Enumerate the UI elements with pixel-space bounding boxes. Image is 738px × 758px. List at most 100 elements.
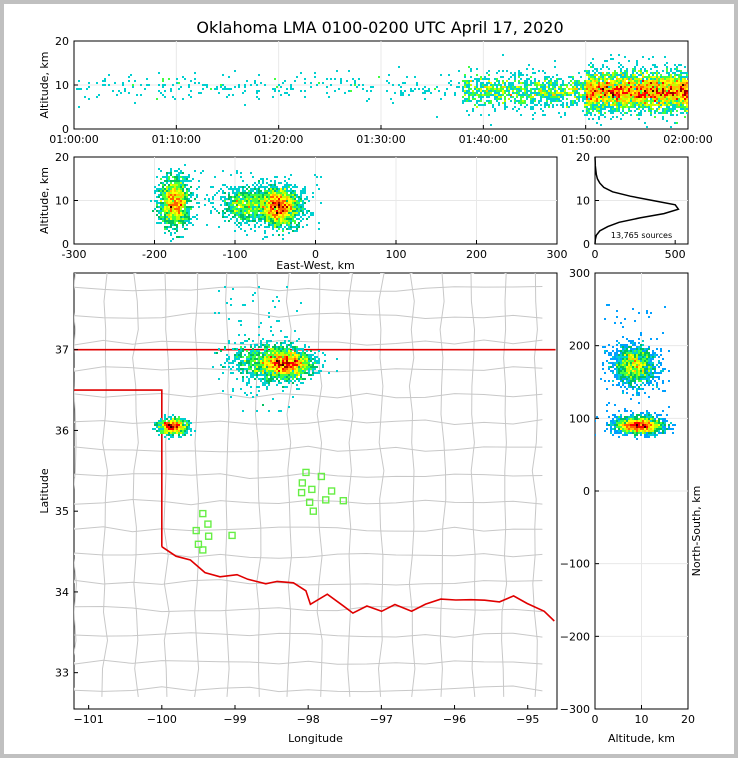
ns-sources-cell xyxy=(630,374,632,376)
ew-sources-cell xyxy=(244,216,246,218)
ew-sources-cell xyxy=(174,210,176,212)
time-sources-cell xyxy=(574,102,576,104)
map-sources-cell xyxy=(280,410,282,412)
time-sources-cell xyxy=(672,102,674,104)
ns-sources-cell xyxy=(610,362,612,364)
time-sources-cell xyxy=(466,92,468,94)
time-sources-cell xyxy=(542,94,544,96)
time-sources-cell xyxy=(386,80,388,82)
time-sources-cell xyxy=(656,92,658,94)
ew-sources-cell xyxy=(242,186,244,188)
time-sources-cell xyxy=(626,78,628,80)
ew-sources-cell xyxy=(266,178,268,180)
ew-sources-cell xyxy=(280,210,282,212)
ew-sources-cell xyxy=(234,198,236,200)
time-sources-cell xyxy=(644,104,646,106)
ew-sources-cell xyxy=(268,188,270,190)
ew-sources-cell xyxy=(274,200,276,202)
map-sources-cell xyxy=(284,362,286,364)
map-sources-cell xyxy=(172,436,174,438)
ew-sources-cell xyxy=(262,202,264,204)
ew-sources-cell xyxy=(280,190,282,192)
time-sources-cell xyxy=(510,76,512,78)
map-sources-cell xyxy=(182,420,184,422)
time-sources-cell xyxy=(592,76,594,78)
map-sources-cell xyxy=(286,286,288,288)
time-sources-cell xyxy=(462,80,464,82)
time-sources-cell xyxy=(650,98,652,100)
ew-sources-cell xyxy=(240,192,242,194)
time-sources-cell xyxy=(504,82,506,84)
ew-sources-cell xyxy=(156,200,158,202)
time-sources-cell xyxy=(662,80,664,82)
time-sources-cell xyxy=(566,94,568,96)
ew-sources-cell xyxy=(312,212,314,214)
time-sources-cell xyxy=(672,114,674,116)
time-sources-cell xyxy=(674,64,676,66)
map-sources-cell xyxy=(280,356,282,358)
time-sources-cell xyxy=(622,104,624,106)
ew-sources-cell xyxy=(184,196,186,198)
ns-sources-cell xyxy=(642,368,644,370)
time-sources-cell xyxy=(544,94,546,96)
time-sources-cell xyxy=(646,76,648,78)
time-sources-cell xyxy=(612,98,614,100)
map-sources-cell xyxy=(250,352,252,354)
ns-sources-cell xyxy=(656,384,658,386)
time-sources-cell xyxy=(554,80,556,82)
map-sources-cell xyxy=(180,436,182,438)
ew-sources-cell xyxy=(258,220,260,222)
ns-sources-cell xyxy=(664,368,666,370)
ew-sources-cell xyxy=(252,196,254,198)
ns-sources-cell xyxy=(616,384,618,386)
map-sources-cell xyxy=(248,352,250,354)
time-sources-cell xyxy=(566,86,568,88)
map-sources-cell xyxy=(306,366,308,368)
map-sources-cell xyxy=(284,386,286,388)
ew-sources-cell xyxy=(232,208,234,210)
time-sources-cell xyxy=(492,106,494,108)
ns-sources-cell xyxy=(636,392,638,394)
time-sources-cell xyxy=(670,78,672,80)
time-sources-cell xyxy=(650,78,652,80)
ns-sources-cell xyxy=(632,358,634,360)
time-sources-cell xyxy=(506,94,508,96)
ew-sources-cell xyxy=(242,202,244,204)
map-sources-cell xyxy=(266,346,268,348)
time-sources-cell xyxy=(678,106,680,108)
ns-sources-cell xyxy=(640,352,642,354)
time-sources-cell xyxy=(542,110,544,112)
time-sources-cell xyxy=(554,86,556,88)
time-sources-cell xyxy=(658,84,660,86)
map-sources-cell xyxy=(274,374,276,376)
ew-sources-cell xyxy=(278,188,280,190)
ew-sources-cell xyxy=(156,222,158,224)
ew-sources-cell xyxy=(294,184,296,186)
map-sources-cell xyxy=(306,350,308,352)
time-sources-cell xyxy=(224,86,226,88)
map-sources-cell xyxy=(238,350,240,352)
ns-sources-cell xyxy=(634,428,636,430)
time-sources-cell xyxy=(658,112,660,114)
ew-sources-cell xyxy=(238,200,240,202)
time-sources-cell xyxy=(604,100,606,102)
ns-sources-cell xyxy=(638,360,640,362)
map-sources-cell xyxy=(308,356,310,358)
ew-sources-cell xyxy=(164,204,166,206)
ew-sources-cell xyxy=(166,222,168,224)
ns-sources-cell xyxy=(610,352,612,354)
time-sources-cell xyxy=(454,94,456,96)
ew-sources-cell xyxy=(232,196,234,198)
time-sources-cell xyxy=(678,94,680,96)
time-sources-cell xyxy=(600,96,602,98)
ew-sources-cell xyxy=(156,190,158,192)
map-sources-cell xyxy=(194,430,196,432)
ns-sources-cell xyxy=(658,376,660,378)
time-sources-cell xyxy=(554,66,556,68)
map-sources-cell xyxy=(248,378,250,380)
time-sources-cell xyxy=(680,94,682,96)
map-sources-cell xyxy=(300,354,302,356)
map-sources-cell xyxy=(282,356,284,358)
ns-sources-cell xyxy=(652,430,654,432)
map-sources-cell xyxy=(248,380,250,382)
